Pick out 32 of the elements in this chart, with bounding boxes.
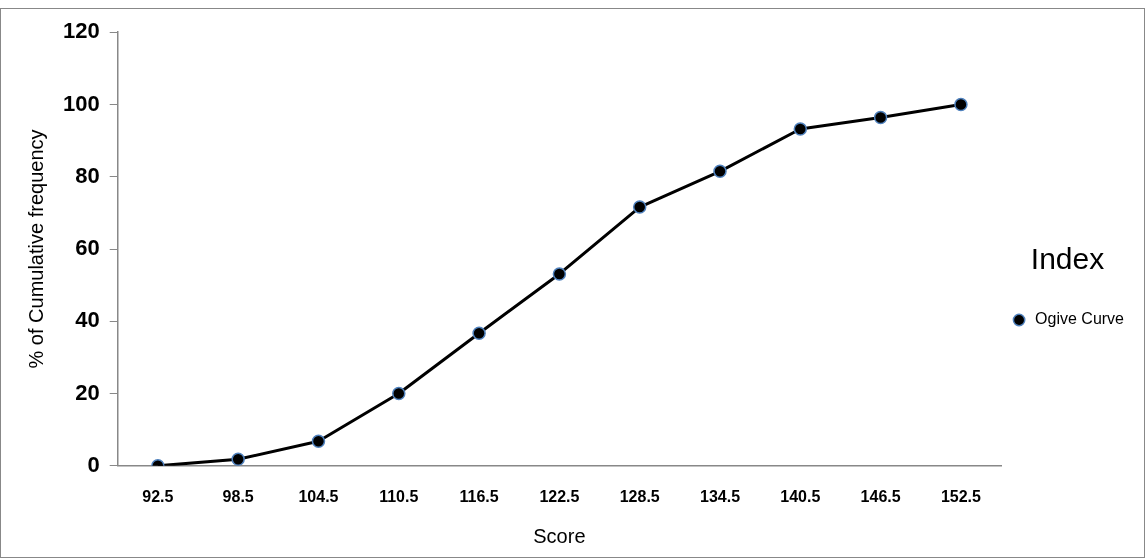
point (873, 110, 888, 125)
y-tick-label: 80 (75, 162, 100, 188)
y-tick-label: 120 (62, 18, 100, 44)
x-tick-label: 122.5 (539, 487, 580, 505)
legend-title: Index (1030, 242, 1105, 276)
y-tick-label: 40 (75, 307, 100, 333)
x-tick-label: 104.5 (298, 487, 339, 505)
legend-label: Ogive Curve (1035, 310, 1125, 328)
x-tick-label: 128.5 (619, 487, 660, 505)
x-tick-label: 140.5 (780, 487, 821, 505)
x-axis-title: Score (533, 524, 586, 547)
y-tick-label: 20 (75, 379, 100, 405)
point (311, 434, 326, 448)
point (713, 164, 727, 179)
y-axis-title: % of Cumulative frequency (24, 129, 47, 369)
y-tick-label: 100 (62, 90, 100, 116)
x-tick-label: 92.5 (142, 487, 174, 505)
x-tick-label: 146.5 (860, 487, 901, 505)
x-tick-label: 134.5 (699, 487, 741, 505)
x-tick-label: 152.5 (940, 487, 982, 505)
point (632, 200, 647, 214)
y-tick-label: 60 (75, 235, 100, 261)
point (954, 97, 968, 112)
point (392, 386, 406, 401)
point (552, 267, 567, 281)
point (472, 326, 486, 340)
x-tick-label: 116.5 (459, 487, 499, 505)
point (793, 122, 808, 136)
x-tick-label: 110.5 (379, 487, 419, 505)
point (231, 452, 245, 466)
x-tick-label: 98.5 (222, 487, 254, 505)
y-tick-label: 0 (87, 451, 100, 477)
